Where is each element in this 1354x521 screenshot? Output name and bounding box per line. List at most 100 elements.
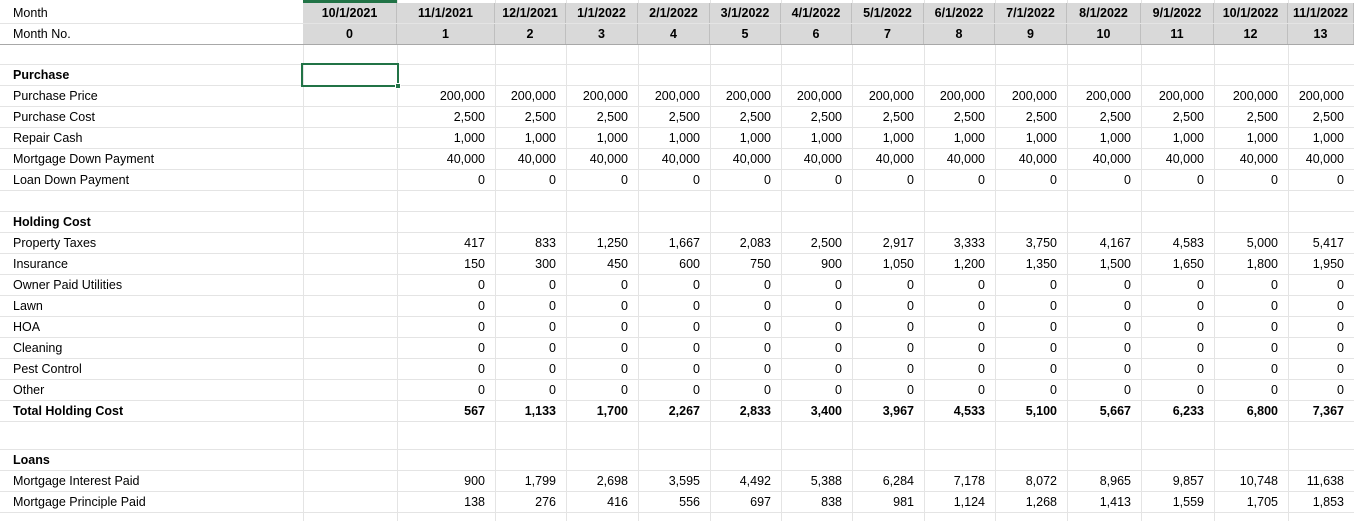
data-cell[interactable]: 40,000 [1165,152,1204,166]
data-cell[interactable] [303,170,397,191]
data-cell[interactable]: 0 [621,278,628,292]
month-header-cell[interactable]: 3/1/2022 [710,3,781,24]
data-cell[interactable]: 2,500 [453,110,485,124]
data-cell[interactable]: 0 [1271,299,1278,313]
month-no-header-cell[interactable]: 13 [1288,24,1354,45]
data-cell[interactable]: 0 [693,341,700,355]
data-cell[interactable]: 0 [1197,299,1204,313]
data-cell[interactable]: 1,667 [668,236,700,250]
data-cell[interactable]: 40,000 [1305,152,1344,166]
data-cell[interactable]: 0 [835,299,842,313]
data-cell[interactable]: 0 [978,362,985,376]
data-cell[interactable]: 0 [549,299,556,313]
data-cell[interactable]: 0 [835,173,842,187]
data-cell[interactable]: 0 [978,383,985,397]
data-cell[interactable]: 40,000 [1018,152,1057,166]
data-cell[interactable]: 2,500 [596,110,628,124]
data-cell[interactable]: 1,500 [1099,257,1131,271]
data-cell[interactable]: 0 [1337,341,1344,355]
data-cell[interactable]: 833 [535,236,556,250]
data-cell[interactable]: 450 [607,257,628,271]
month-no-header-cell[interactable]: 9 [995,24,1067,45]
data-cell[interactable]: 7,367 [1312,404,1344,418]
data-cell[interactable]: 0 [693,362,700,376]
data-cell[interactable]: 40,000 [803,152,842,166]
data-cell[interactable]: 0 [835,383,842,397]
data-cell[interactable]: 1,000 [882,131,914,145]
data-cell[interactable]: 0 [693,173,700,187]
month-header-cell[interactable]: 10/1/2021 [303,3,397,24]
data-cell[interactable]: 0 [835,278,842,292]
data-cell[interactable]: 697 [750,495,771,509]
data-cell[interactable]: 0 [907,320,914,334]
data-cell[interactable]: 5,667 [1099,404,1131,418]
active-cell-selection[interactable] [301,63,399,87]
data-cell[interactable] [303,359,397,380]
data-cell[interactable] [303,275,397,296]
data-cell[interactable]: 6,800 [1246,404,1278,418]
data-cell[interactable]: 3,400 [810,404,842,418]
data-cell[interactable] [303,296,397,317]
data-cell[interactable]: 1,950 [1312,257,1344,271]
data-cell[interactable]: 1,133 [524,404,556,418]
data-cell[interactable]: 8,072 [1025,474,1057,488]
data-cell[interactable]: 0 [693,383,700,397]
data-cell[interactable]: 0 [978,299,985,313]
data-cell[interactable]: 200,000 [439,89,485,103]
data-cell[interactable]: 3,967 [882,404,914,418]
data-cell[interactable]: 0 [1271,383,1278,397]
data-cell[interactable]: 40,000 [946,152,985,166]
data-cell[interactable]: 1,000 [1025,131,1057,145]
data-cell[interactable] [303,317,397,338]
data-cell[interactable]: 2,500 [953,110,985,124]
data-cell[interactable]: 1,000 [596,131,628,145]
data-cell[interactable]: 0 [835,362,842,376]
data-cell[interactable]: 5,417 [1312,236,1344,250]
data-cell[interactable]: 0 [1271,362,1278,376]
month-header-cell[interactable]: 6/1/2022 [924,3,995,24]
data-cell[interactable] [303,380,397,401]
data-cell[interactable]: 0 [549,383,556,397]
month-header-cell[interactable]: 9/1/2022 [1141,3,1214,24]
data-cell[interactable]: 567 [464,404,485,418]
month-header-cell[interactable]: 10/1/2022 [1214,3,1288,24]
month-header-cell[interactable]: 8/1/2022 [1067,3,1141,24]
data-cell[interactable]: 4,492 [739,474,771,488]
data-cell[interactable]: 0 [621,362,628,376]
data-cell[interactable]: 40,000 [1092,152,1131,166]
data-cell[interactable] [303,401,397,422]
data-cell[interactable]: 0 [764,362,771,376]
data-cell[interactable]: 0 [621,341,628,355]
data-cell[interactable]: 0 [478,299,485,313]
data-cell[interactable]: 0 [764,278,771,292]
data-cell[interactable]: 4,583 [1172,236,1204,250]
data-cell[interactable]: 3,595 [668,474,700,488]
data-cell[interactable]: 1,853 [1312,495,1344,509]
month-no-header-cell[interactable]: 11 [1141,24,1214,45]
data-cell[interactable]: 0 [1337,299,1344,313]
data-cell[interactable]: 1,200 [953,257,985,271]
data-cell[interactable]: 1,000 [1246,131,1278,145]
data-cell[interactable]: 0 [1050,320,1057,334]
month-no-header-cell[interactable]: 6 [781,24,852,45]
data-cell[interactable]: 138 [464,495,485,509]
data-cell[interactable]: 200,000 [1232,89,1278,103]
data-cell[interactable]: 0 [549,362,556,376]
month-header-cell[interactable]: 11/1/2021 [397,3,495,24]
data-cell[interactable]: 0 [1271,320,1278,334]
data-cell[interactable]: 0 [478,383,485,397]
data-cell[interactable]: 200,000 [1298,89,1344,103]
data-cell[interactable]: 1,000 [524,131,556,145]
data-cell[interactable]: 1,705 [1246,495,1278,509]
data-cell[interactable]: 5,100 [1025,404,1057,418]
data-cell[interactable]: 200,000 [510,89,556,103]
data-cell[interactable]: 11,638 [1306,474,1344,488]
data-cell[interactable]: 1,268 [1025,495,1057,509]
data-cell[interactable]: 2,500 [668,110,700,124]
data-cell[interactable] [303,338,397,359]
data-cell[interactable]: 1,000 [1172,131,1204,145]
data-cell[interactable]: 40,000 [661,152,700,166]
data-cell[interactable]: 2,500 [810,236,842,250]
data-cell[interactable]: 0 [549,341,556,355]
data-cell[interactable]: 2,917 [882,236,914,250]
